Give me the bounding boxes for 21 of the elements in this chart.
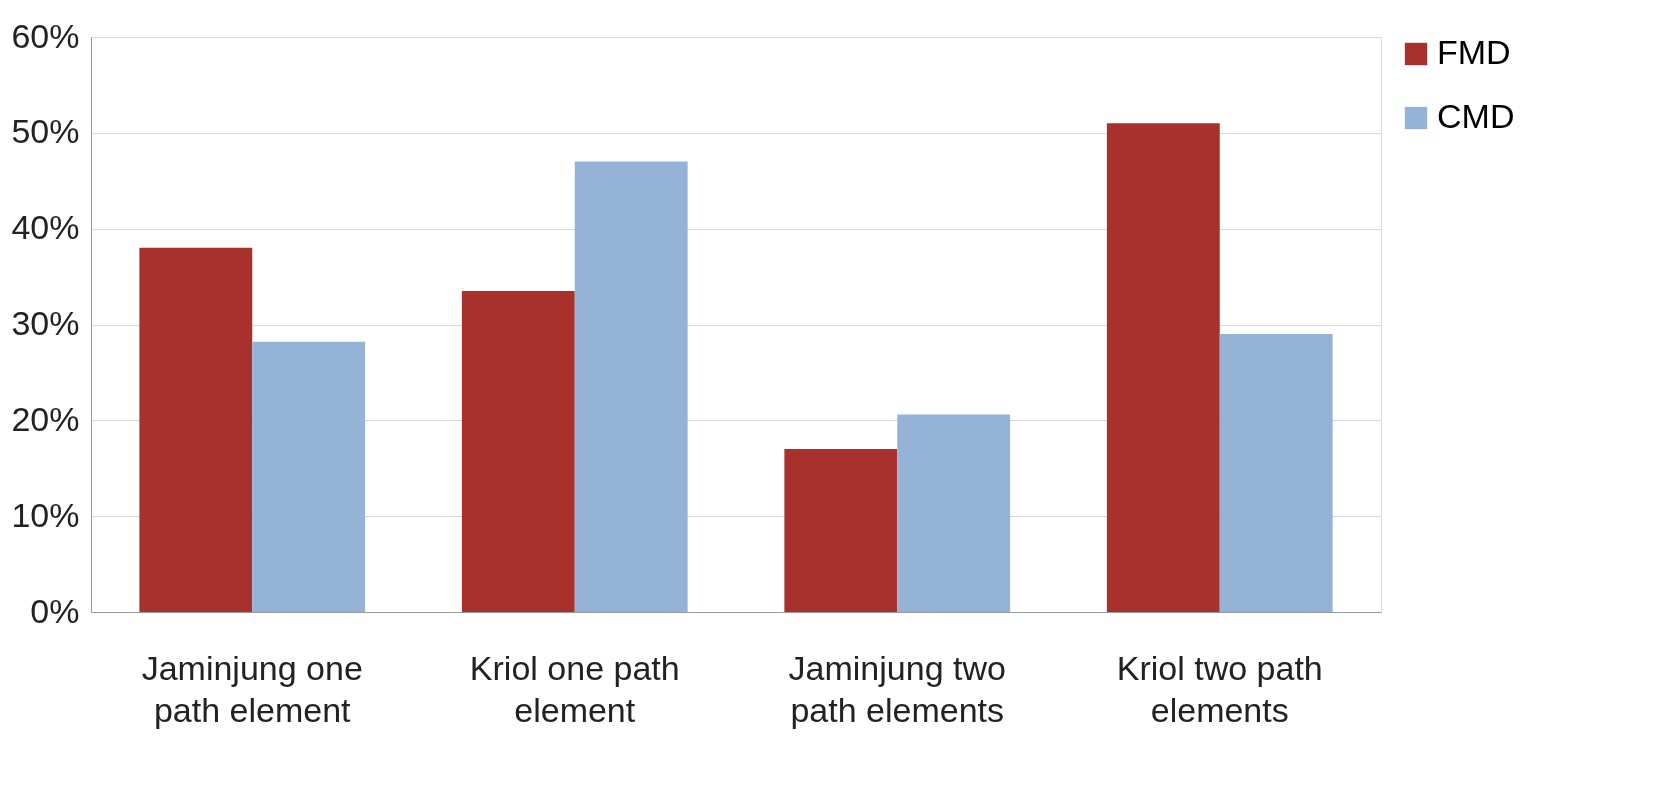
x-tick-label: Jaminjung one path element — [141, 648, 363, 729]
y-tick-label: 20% — [11, 399, 80, 438]
bar — [461, 290, 575, 612]
x-tick-label: Kriol two path elements — [1116, 648, 1323, 729]
bar — [139, 247, 253, 612]
bar — [574, 161, 688, 612]
x-tick-label: Kriol one path element — [469, 648, 680, 729]
bar — [1219, 334, 1333, 612]
y-tick-label: 50% — [11, 112, 80, 151]
y-tick-label: 60% — [11, 16, 80, 55]
y-tick-label: 30% — [11, 304, 80, 342]
y-tick-label: 0% — [30, 591, 80, 630]
bar — [252, 341, 366, 612]
x-tick-label: Jaminjung two path elements — [788, 648, 1006, 729]
legend-label: CMD — [1437, 97, 1515, 135]
bar — [1106, 123, 1220, 612]
legend-label: FMD — [1437, 33, 1511, 71]
bar — [897, 414, 1011, 612]
y-tick-label: 40% — [11, 208, 80, 247]
bar — [784, 449, 898, 612]
y-tick-label: 10% — [11, 495, 80, 534]
